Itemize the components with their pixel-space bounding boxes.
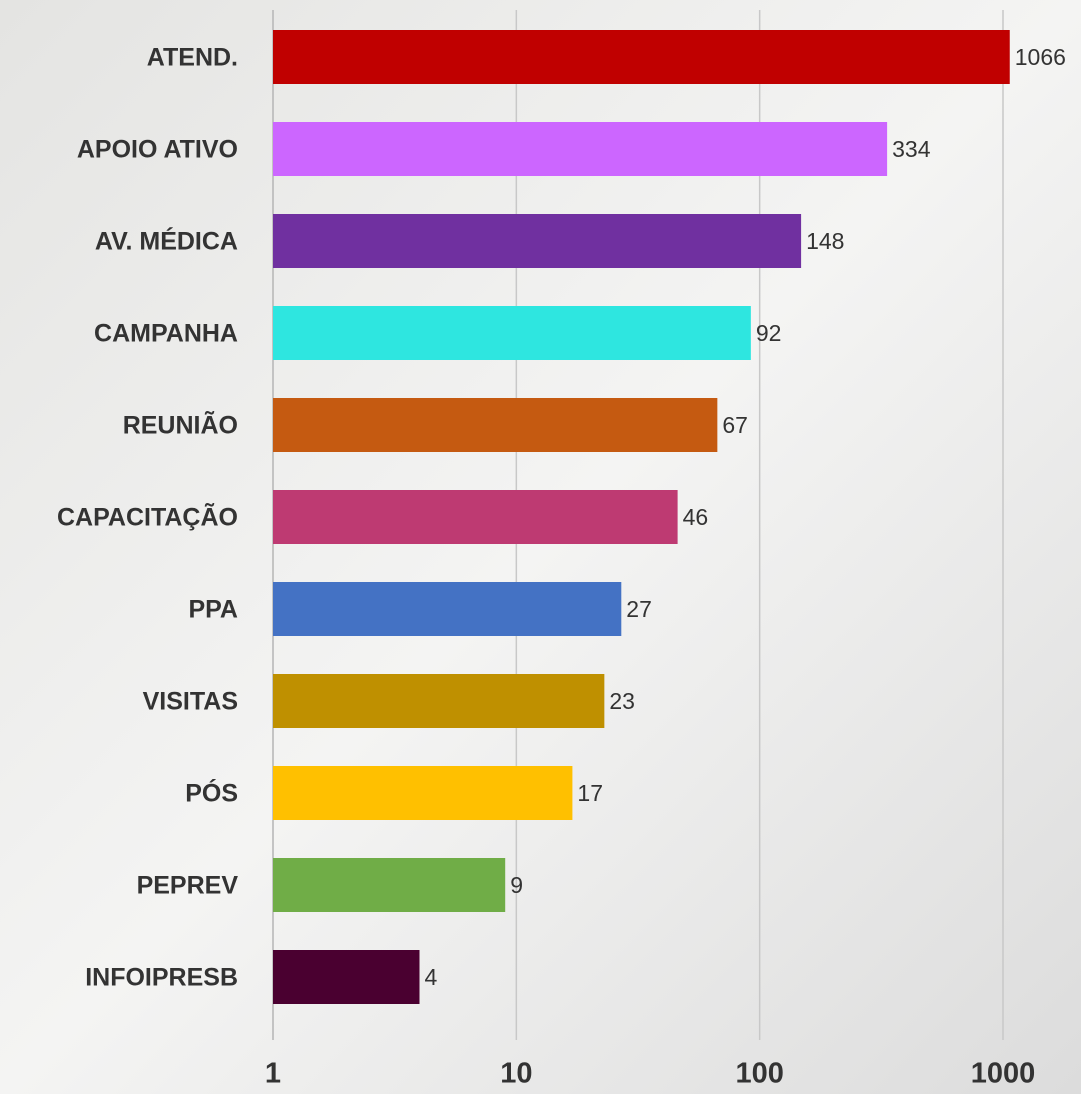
bar [273,950,420,1004]
x-tick-label: 100 [735,1058,783,1090]
category-label: CAPACITAÇÃO [57,502,238,532]
bar [273,766,572,820]
value-label: 27 [626,596,652,622]
x-tick-label: 10 [500,1058,532,1090]
category-label: VISITAS [143,688,238,716]
value-label: 148 [806,228,844,254]
chart: 1 10 100 1000 ATEND. 1066 APOIO ATIVO 334 AV. MÉ… [0,0,1081,1094]
bar [273,858,505,912]
bar [273,398,717,452]
page: 1 10 100 1000 ATEND. 1066 APOIO ATIVO 334 AV. MÉ… [0,0,1081,1094]
value-label: 334 [892,136,931,162]
category-label: PPA [188,596,238,624]
bar [273,214,801,268]
bar [273,490,678,544]
bar [273,674,604,728]
bar [273,30,1010,84]
value-label: 46 [683,504,709,530]
category-label: AV. MÉDICA [95,227,238,256]
category-label: ATEND. [147,44,238,72]
value-label: 9 [510,872,523,898]
value-label: 23 [609,688,635,714]
value-label: 17 [577,780,603,806]
x-tick-label: 1 [265,1058,281,1090]
value-label: 1066 [1015,44,1066,70]
category-label: INFOIPRESB [85,964,238,992]
category-label: APOIO ATIVO [77,136,238,164]
category-label: REUNIÃO [123,410,238,440]
value-label: 4 [425,964,438,990]
value-label: 92 [756,320,782,346]
category-label: PEPREV [137,872,239,900]
bar [273,582,621,636]
bar [273,306,751,360]
category-label: CAMPANHA [94,320,238,348]
bar [273,122,887,176]
value-label: 67 [722,412,748,438]
category-label: PÓS [185,778,238,808]
x-tick-label: 1000 [971,1058,1036,1090]
